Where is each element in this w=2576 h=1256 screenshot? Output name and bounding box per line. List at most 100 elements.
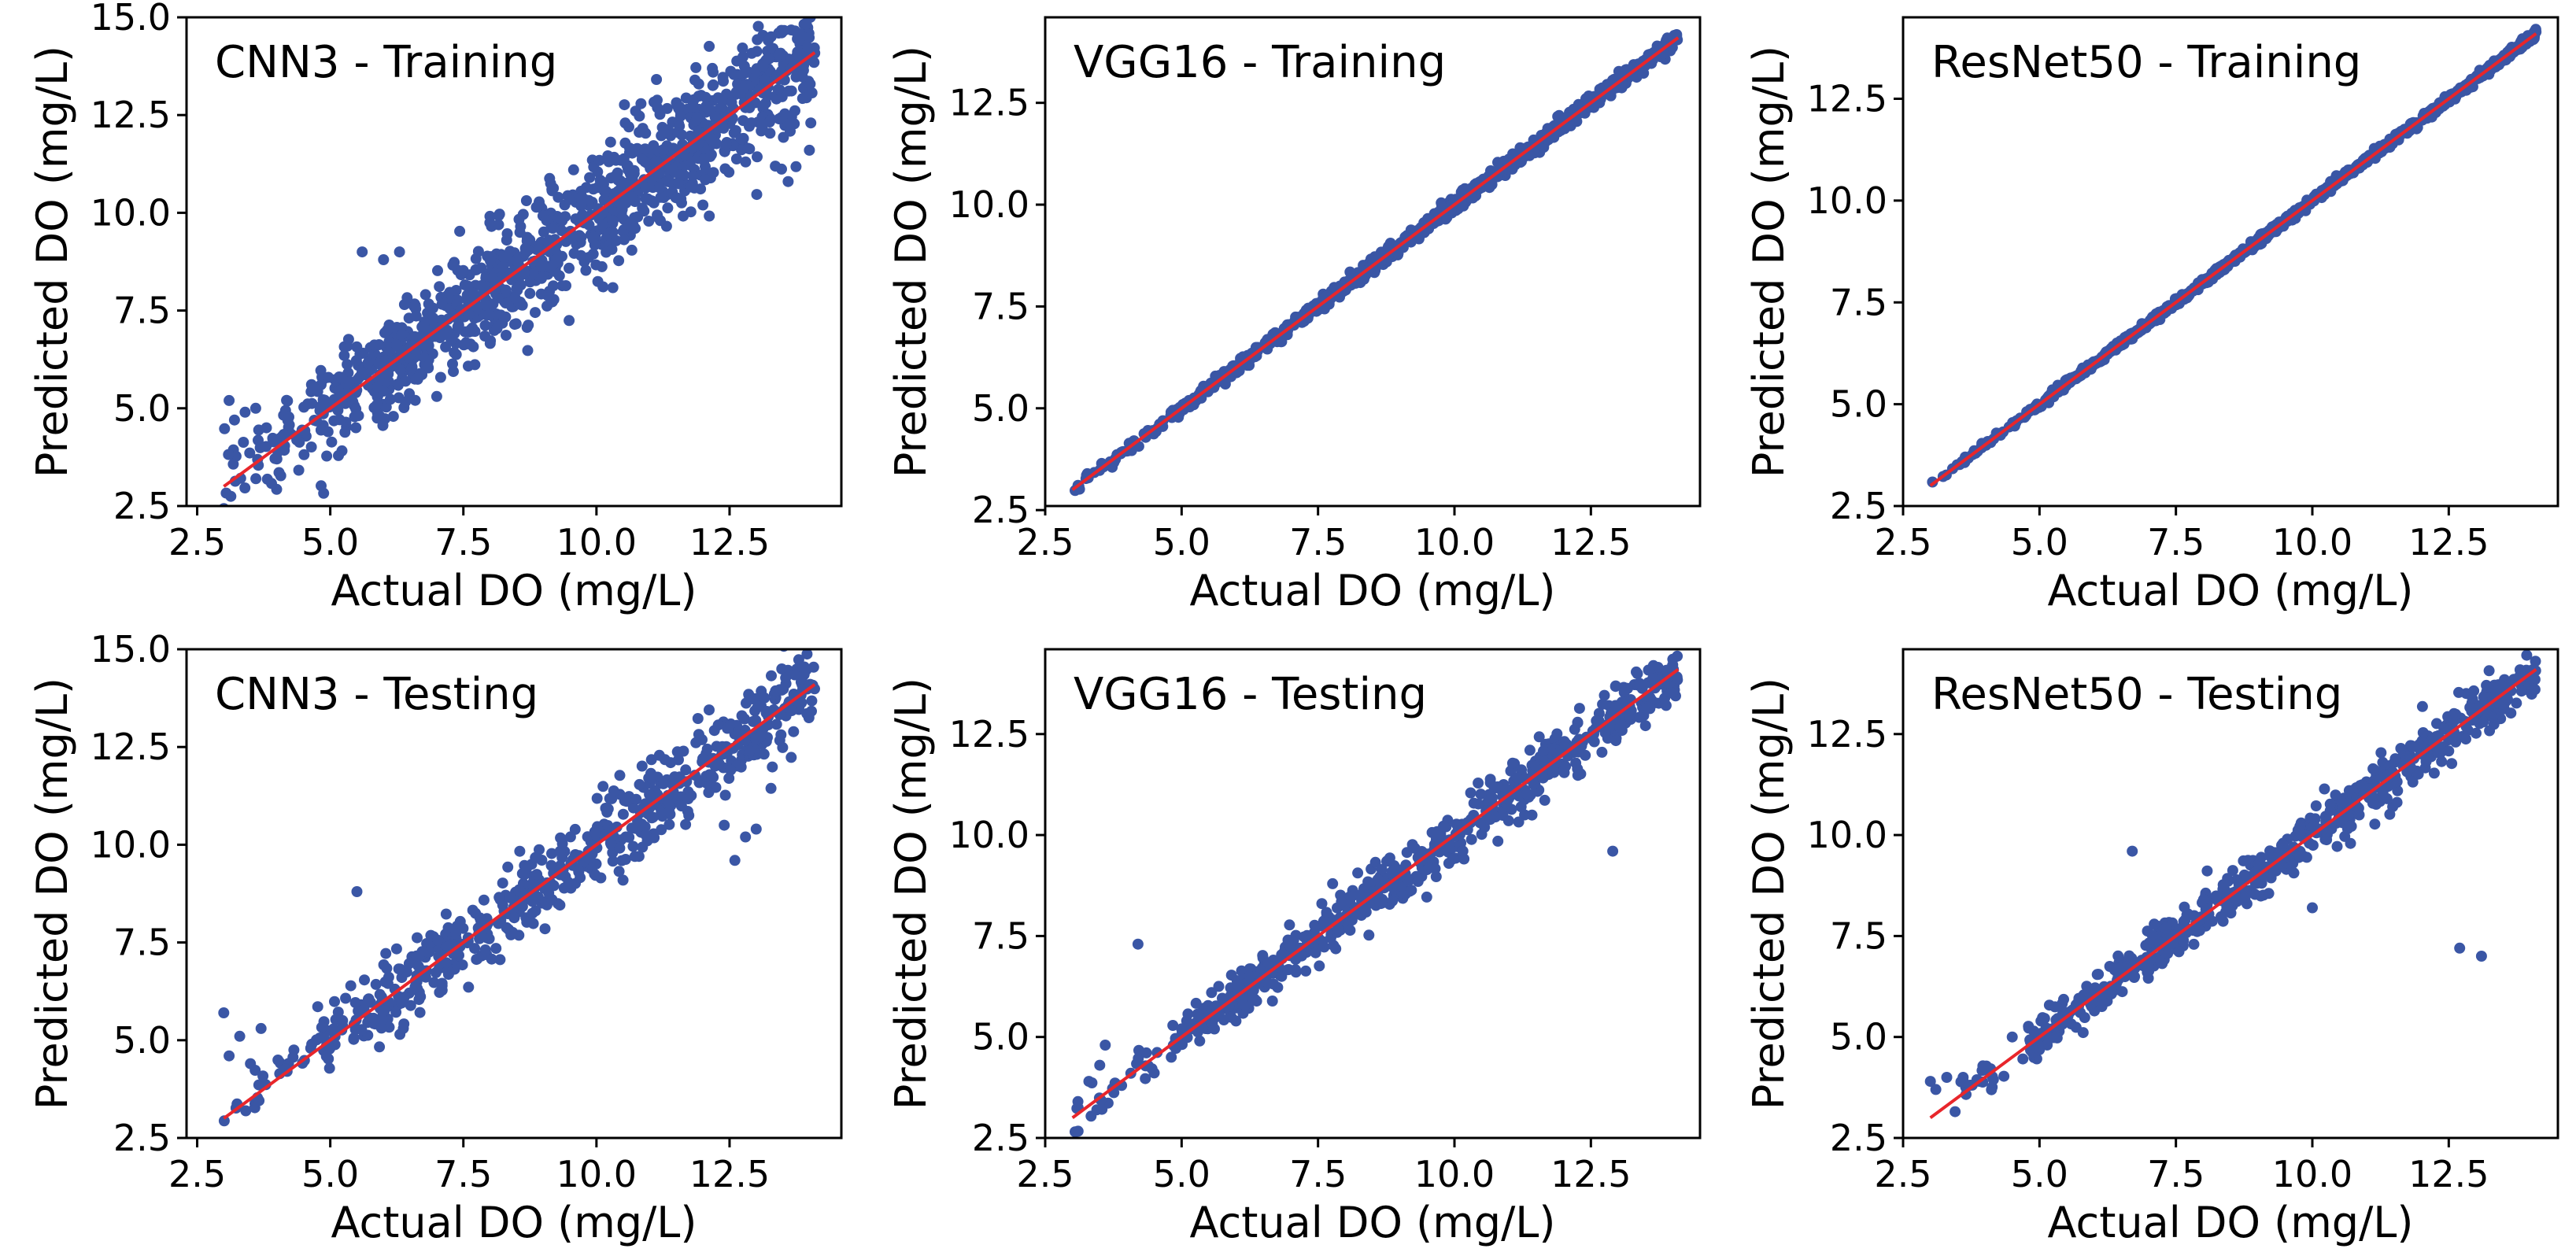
data-point: [390, 1007, 402, 1018]
data-point: [704, 704, 715, 716]
data-point: [610, 235, 622, 246]
axes-frame: [185, 16, 843, 508]
data-point: [1233, 980, 1244, 992]
data-point: [541, 300, 553, 312]
data-point: [1511, 772, 1523, 784]
x-tick-label: 2.5: [1016, 1153, 1074, 1195]
data-point: [607, 282, 619, 294]
data-point: [589, 870, 601, 881]
data-point: [792, 637, 803, 648]
data-point: [406, 362, 418, 373]
data-point: [394, 364, 406, 376]
data-point: [363, 993, 375, 1005]
data-point: [298, 449, 310, 460]
data-point: [767, 761, 778, 773]
data-point: [508, 911, 520, 923]
y-tick-label: 2.5: [113, 1117, 171, 1159]
data-point: [563, 877, 575, 888]
data-point: [627, 802, 639, 814]
data-point: [1262, 977, 1274, 989]
data-point: [663, 806, 675, 818]
data-point: [1318, 303, 1330, 315]
data-point: [637, 123, 649, 135]
data-point: [569, 823, 581, 835]
data-point: [673, 754, 684, 766]
data-point: [494, 954, 506, 966]
data-point: [1314, 960, 1325, 972]
data-point: [564, 262, 575, 274]
data-point: [704, 210, 715, 222]
scatter-panel: 2.5 5.0 7.5 10.0 12.52.55.07.510.012.515.0CN…: [28, 0, 843, 615]
x-tick-label: 12.5: [689, 521, 770, 563]
data-point: [634, 778, 645, 790]
data-point: [517, 209, 529, 220]
data-point: [1266, 996, 1278, 1007]
data-point: [2521, 649, 2533, 661]
data-point: [778, 24, 790, 36]
x-tick-label: 7.5: [1289, 1153, 1347, 1195]
data-point: [774, 734, 785, 746]
data-point: [338, 349, 350, 361]
data-point: [583, 219, 595, 231]
data-point: [752, 20, 764, 32]
scatter-panel: 2.5 5.0 7.5 10.0 12.52.55.07.510.012.5ResNet…: [1744, 648, 2559, 1247]
data-point: [597, 281, 609, 293]
data-point: [373, 339, 385, 350]
data-point: [501, 330, 512, 341]
data-point: [1438, 820, 1450, 832]
data-point: [692, 713, 704, 724]
data-point: [266, 478, 277, 489]
data-point: [598, 186, 610, 198]
data-point: [1987, 1073, 1999, 1085]
y-tick-label: 7.5: [972, 914, 1029, 957]
data-point: [687, 170, 699, 182]
data-point: [445, 334, 457, 345]
data-point: [318, 487, 330, 499]
data-point: [780, 672, 792, 684]
data-point: [2160, 922, 2171, 934]
data-point: [1614, 722, 1626, 733]
data-point: [604, 136, 616, 148]
data-point: [1500, 785, 1512, 796]
data-point: [342, 334, 354, 345]
data-point: [218, 1115, 230, 1127]
data-point: [409, 300, 421, 312]
data-point: [804, 31, 815, 43]
data-point: [410, 310, 422, 322]
data-point: [1610, 700, 1621, 711]
data-point: [708, 167, 719, 179]
data-point: [1639, 720, 1651, 732]
y-tick-label: 5.0: [1830, 383, 1887, 426]
data-point: [671, 192, 682, 204]
data-point: [656, 807, 667, 818]
x-tick-label: 12.5: [1550, 1153, 1631, 1195]
data-point: [462, 280, 474, 292]
data-point: [2478, 691, 2489, 703]
data-point: [693, 729, 704, 741]
data-point: [1412, 876, 1424, 887]
data-point: [662, 202, 674, 214]
data-point: [575, 249, 587, 261]
data-point: [409, 394, 421, 406]
y-tick-label: 7.5: [972, 285, 1029, 327]
data-point: [685, 181, 697, 193]
data-point: [750, 715, 762, 726]
data-point: [750, 823, 762, 835]
data-point: [1327, 877, 1339, 889]
plot-area: [1070, 650, 1683, 1138]
axes-frame: [185, 648, 843, 1140]
data-point: [605, 839, 617, 851]
data-point: [737, 42, 748, 54]
data-point: [514, 845, 526, 857]
data-point: [502, 861, 514, 873]
data-point: [2153, 955, 2165, 967]
data-point: [1671, 672, 1683, 684]
data-point: [371, 381, 383, 393]
data-point: [2428, 767, 2440, 779]
data-point: [483, 309, 495, 320]
data-point: [521, 863, 532, 874]
data-point: [438, 329, 449, 341]
data-point: [491, 323, 503, 334]
data-point: [238, 437, 249, 448]
data-point: [527, 918, 539, 929]
